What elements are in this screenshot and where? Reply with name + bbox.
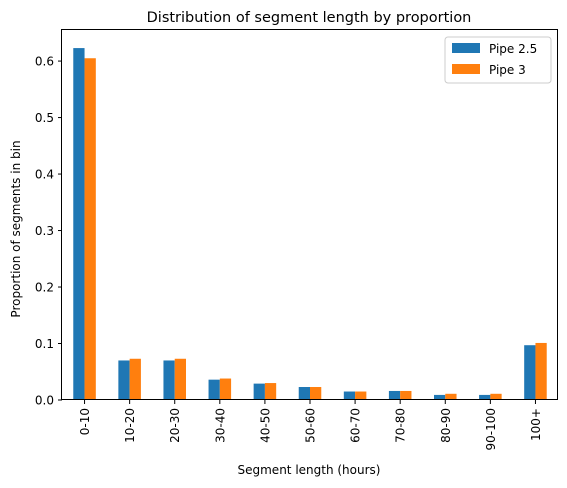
x-tick-label: 20-30 bbox=[168, 408, 182, 443]
bar-pipe-3-7 bbox=[400, 390, 412, 400]
plot-frame bbox=[61, 29, 558, 400]
bar-pipe-2-5-7 bbox=[388, 390, 401, 400]
x-tick-label: 50-60 bbox=[304, 408, 318, 443]
x-tick-label: 70-80 bbox=[394, 408, 408, 443]
bar-pipe-3-2 bbox=[174, 358, 186, 400]
chart-title: Distribution of segment length by propor… bbox=[147, 10, 472, 26]
x-tick-label: 40-50 bbox=[258, 408, 272, 443]
bar-pipe-2-5-10 bbox=[524, 345, 536, 400]
bar-pipe-2-5-4 bbox=[253, 383, 265, 400]
bar-pipe-2-5-1 bbox=[118, 360, 130, 400]
y-ticks-group: 0.0 0.1 0.2 0.3 0.4 0.5 0.6 bbox=[35, 55, 62, 408]
legend: Pipe 2.5 Pipe 3 bbox=[444, 36, 552, 84]
x-tick-label: 60-70 bbox=[349, 408, 363, 443]
y-axis-label: Proportion of segments in bin bbox=[9, 140, 23, 317]
y-tick-label: 0.1 bbox=[35, 337, 54, 351]
bar-pipe-3-6 bbox=[355, 391, 367, 400]
bar-pipe-2-5-2 bbox=[163, 360, 175, 400]
legend-label-pipe-2-5: Pipe 2.5 bbox=[489, 42, 537, 56]
bars-group bbox=[73, 48, 547, 401]
y-tick-label: 0.4 bbox=[35, 168, 54, 182]
y-tick-label: 0.5 bbox=[35, 111, 54, 125]
bar-pipe-3-9 bbox=[490, 393, 502, 400]
bar-pipe-2-5-9 bbox=[479, 394, 491, 400]
y-tick-label: 0.6 bbox=[35, 55, 54, 69]
bar-pipe-3-5 bbox=[310, 387, 322, 400]
bar-pipe-3-4 bbox=[264, 383, 277, 400]
x-tick-label: 10-20 bbox=[123, 408, 137, 443]
bar-pipe-3-0 bbox=[84, 58, 96, 401]
x-ticks-group: 0-10 10-20 20-30 30-40 40-50 50-60 60-70 70-80 8… bbox=[78, 400, 543, 451]
legend-swatch-pipe-2-5 bbox=[452, 43, 480, 53]
y-tick-label: 0.3 bbox=[35, 224, 54, 238]
bar-pipe-3-8 bbox=[445, 393, 457, 400]
bar-pipe-3-3 bbox=[219, 378, 232, 400]
x-tick-label: 0-10 bbox=[78, 408, 92, 435]
bar-pipe-2-5-5 bbox=[298, 387, 310, 400]
bar-pipe-2-5-0 bbox=[73, 48, 85, 401]
bar-pipe-2-5-3 bbox=[208, 379, 220, 400]
legend-swatch-pipe-3 bbox=[452, 64, 480, 74]
bar-pipe-2-5-6 bbox=[343, 391, 356, 400]
bar-pipe-3-10 bbox=[535, 342, 547, 400]
bar-pipe-3-1 bbox=[129, 358, 141, 400]
x-tick-label: 90-100 bbox=[484, 408, 498, 451]
y-tick-label: 0.2 bbox=[35, 281, 54, 295]
x-tick-label: 30-40 bbox=[213, 408, 227, 443]
y-tick-label: 0.0 bbox=[35, 394, 54, 408]
bar-pipe-2-5-8 bbox=[434, 394, 446, 400]
legend-label-pipe-3: Pipe 3 bbox=[489, 63, 526, 77]
x-tick-label: 80-90 bbox=[439, 408, 453, 443]
x-tick-label: 100+ bbox=[529, 408, 543, 441]
x-axis-label: Segment length (hours) bbox=[238, 463, 381, 477]
